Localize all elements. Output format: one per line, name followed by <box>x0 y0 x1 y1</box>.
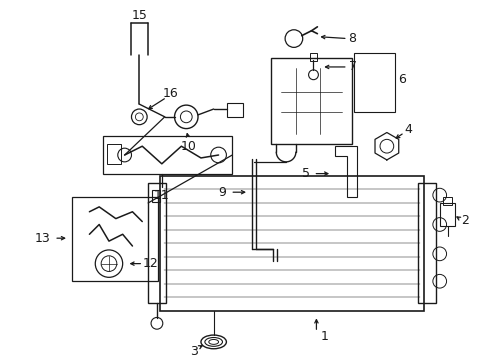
Text: 4: 4 <box>404 123 411 136</box>
Bar <box>152 190 160 202</box>
Text: 3: 3 <box>190 345 198 358</box>
Bar <box>227 103 243 117</box>
Bar <box>148 183 165 303</box>
Bar <box>439 203 454 226</box>
Bar <box>107 144 121 164</box>
Bar <box>72 197 158 281</box>
Bar <box>160 176 423 311</box>
Text: 15: 15 <box>131 9 147 22</box>
Text: 5: 5 <box>301 167 309 180</box>
Bar <box>442 197 451 205</box>
Bar <box>353 53 394 112</box>
Text: 10: 10 <box>180 140 196 153</box>
Text: 11: 11 <box>154 189 169 202</box>
Bar <box>271 58 351 144</box>
Text: 9: 9 <box>218 186 226 199</box>
Text: 6: 6 <box>398 73 406 86</box>
Text: 13: 13 <box>35 232 50 245</box>
Text: 7: 7 <box>348 60 356 73</box>
Bar <box>103 136 232 174</box>
Text: 1: 1 <box>320 329 327 342</box>
Bar <box>309 53 317 61</box>
Text: 16: 16 <box>163 87 178 100</box>
Text: 12: 12 <box>142 257 158 270</box>
Text: 8: 8 <box>348 32 356 45</box>
Text: 2: 2 <box>460 214 468 227</box>
Bar <box>417 183 435 303</box>
